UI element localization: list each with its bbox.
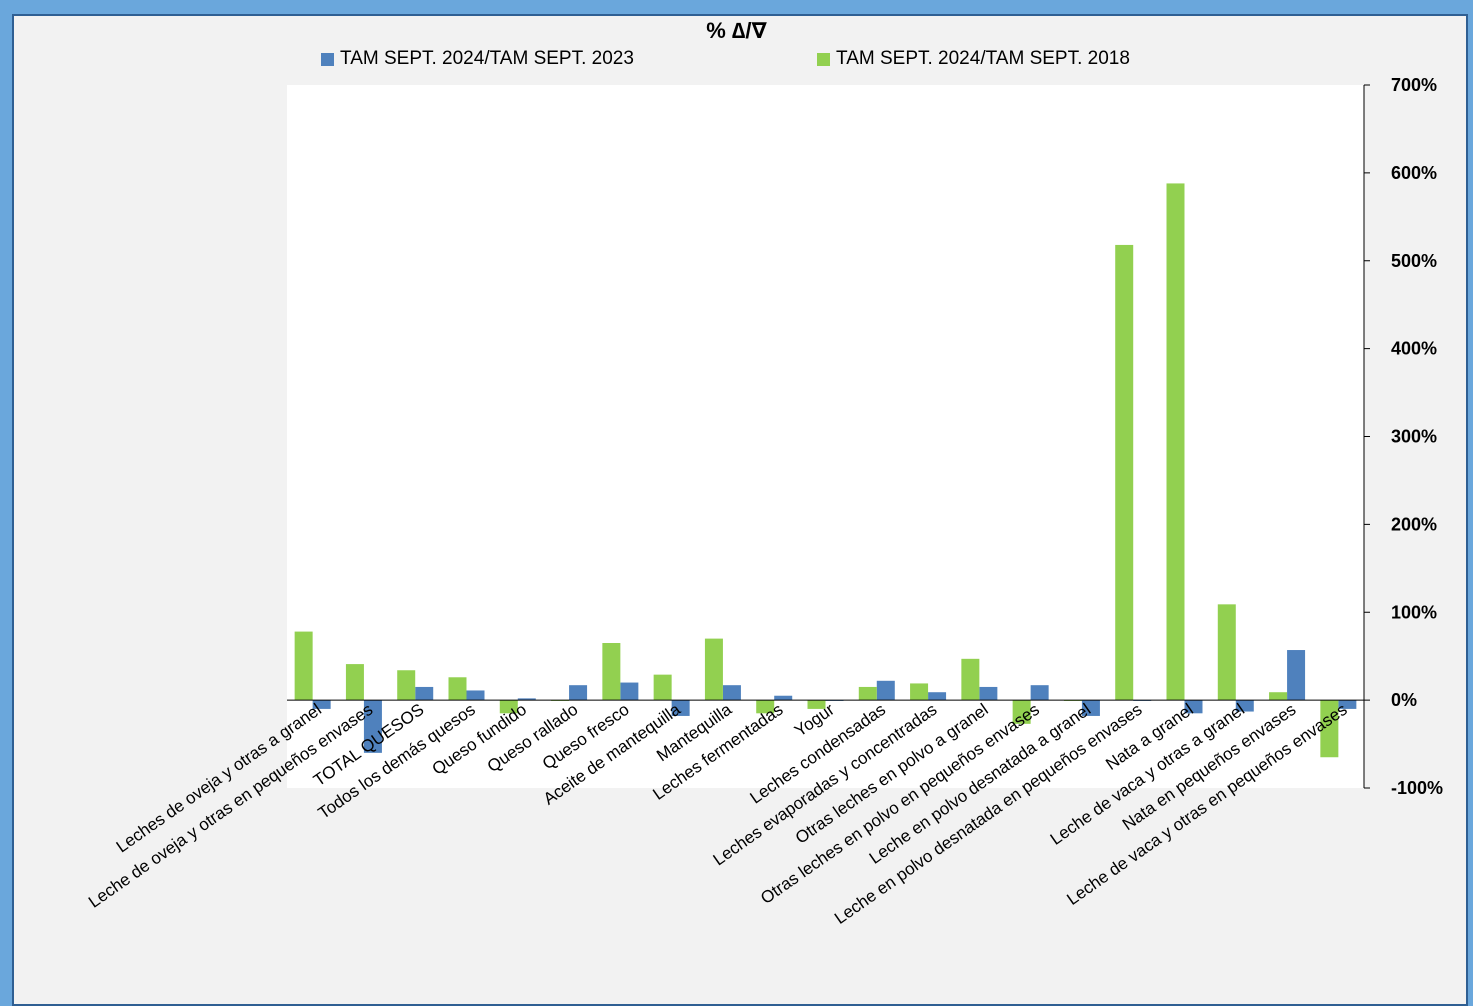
legend-label-series-1: TAM SEPT. 2024/TAM SEPT. 2023 [340, 48, 634, 69]
bar-series-2-9 [756, 700, 775, 714]
bar-series-1-0 [312, 700, 331, 709]
bar-series-2-16 [1115, 244, 1134, 701]
bar-series-1-3 [466, 690, 485, 701]
bar-series-2-1 [345, 664, 364, 701]
bar-series-1-7 [671, 700, 690, 716]
bar-series-2-14 [1012, 700, 1031, 724]
y-tick-label-5: 400% [1391, 339, 1437, 359]
bar-series-2-2 [397, 670, 416, 701]
bar-series-1-13 [979, 686, 998, 701]
bar-series-1-17 [1184, 700, 1203, 714]
y-tick-label-0: -100% [1391, 778, 1443, 798]
bar-series-1-14 [1030, 685, 1049, 701]
bar-series-1-8 [722, 685, 741, 701]
bar-series-1-19 [1287, 650, 1306, 701]
bar-series-2-17 [1166, 183, 1185, 701]
legend-swatch-series-2 [817, 52, 830, 66]
legend-item-series-1: TAM SEPT. 2024/TAM SEPT. 2023 [321, 48, 634, 70]
legend-item-series-2: TAM SEPT. 2024/TAM SEPT. 2018 [817, 48, 1130, 70]
y-tick-label-4: 300% [1391, 427, 1437, 447]
legend-label-series-2: TAM SEPT. 2024/TAM SEPT. 2018 [836, 48, 1130, 69]
bar-series-2-20 [1320, 700, 1339, 758]
legend-swatch-series-1 [321, 52, 334, 66]
bar-series-1-6 [620, 682, 639, 701]
bar-series-2-8 [704, 638, 723, 701]
bar-series-1-20 [1338, 700, 1357, 709]
bar-series-2-19 [1269, 692, 1288, 701]
bar-series-2-10 [807, 700, 826, 709]
bar-series-2-3 [448, 677, 467, 701]
bar-series-1-2 [415, 686, 434, 701]
y-tick-label-8: 700% [1391, 75, 1437, 95]
bar-series-1-1 [363, 700, 382, 753]
y-tick-label-1: 0% [1391, 690, 1417, 710]
bar-series-1-9 [774, 695, 793, 701]
bar-series-2-4 [499, 700, 518, 714]
bar-series-2-7 [653, 674, 672, 701]
bar-series-1-4 [517, 698, 536, 701]
chart-title: % ∆/∇ [706, 18, 767, 43]
bar-series-1-5 [569, 685, 588, 701]
bar-series-2-18 [1217, 604, 1236, 701]
y-tick-label-2: 100% [1391, 602, 1437, 622]
y-tick-label-6: 500% [1391, 251, 1437, 271]
y-tick-label-3: 200% [1391, 514, 1437, 534]
bar-series-2-0 [294, 631, 313, 701]
y-tick-label-7: 600% [1391, 163, 1437, 183]
bar-series-2-12 [910, 683, 929, 701]
bar-series-2-6 [602, 643, 621, 701]
bar-series-1-15 [1081, 700, 1100, 716]
bar-series-1-11 [876, 680, 895, 701]
bar-series-2-11 [858, 686, 877, 701]
bar-series-1-18 [1235, 700, 1254, 712]
bar-series-2-13 [961, 658, 980, 701]
bar-series-1-12 [928, 692, 947, 701]
